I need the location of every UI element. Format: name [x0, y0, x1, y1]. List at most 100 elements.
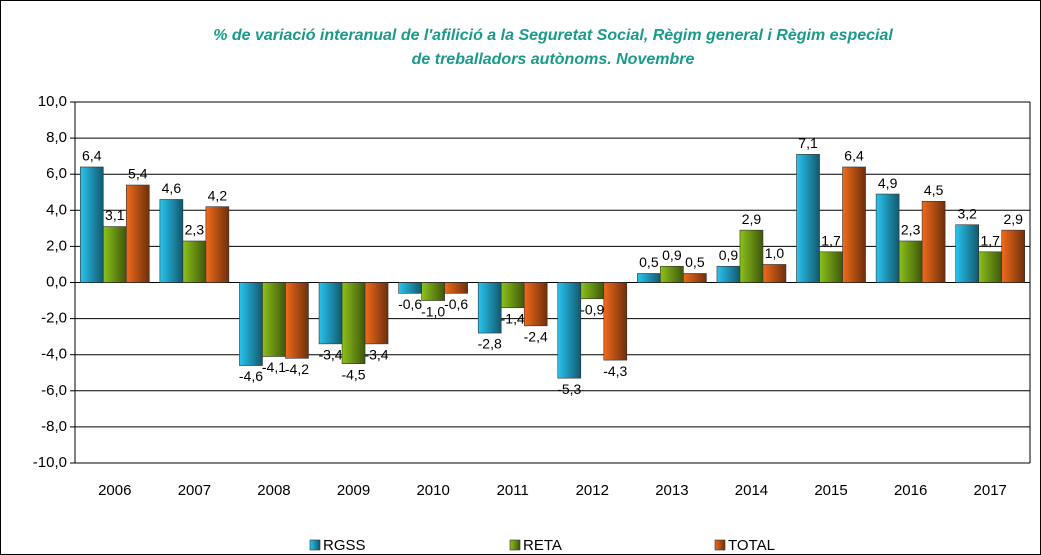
x-tick-label: 2014 — [735, 482, 768, 499]
bar — [683, 273, 707, 283]
bar — [444, 282, 468, 294]
bar — [955, 224, 980, 283]
bar — [921, 200, 946, 283]
x-tick-label: 2007 — [178, 482, 211, 499]
bar — [341, 282, 366, 365]
bar — [205, 206, 230, 283]
data-label: 1,0 — [765, 245, 785, 261]
x-tick-label: 2011 — [497, 482, 529, 499]
legend-label: TOTAL — [728, 537, 775, 554]
legend-swatch — [309, 539, 321, 551]
x-tick-label: 2008 — [257, 482, 290, 499]
y-tick-label: 6,0 — [46, 165, 67, 182]
x-tick-label: 2010 — [416, 482, 449, 499]
data-label: 1,7 — [821, 233, 841, 249]
bar — [898, 240, 923, 283]
data-label: 4,6 — [162, 180, 182, 196]
data-label: -1,4 — [501, 310, 525, 326]
chart-title: de treballadors autònoms. Novembre — [412, 51, 695, 68]
data-label: 2,9 — [742, 211, 762, 227]
bar — [125, 184, 150, 283]
bar — [637, 273, 661, 283]
data-label: -0,6 — [444, 296, 468, 312]
data-label: 4,9 — [878, 175, 898, 191]
legend-swatch — [509, 539, 521, 551]
bar — [1001, 229, 1026, 283]
data-label: 6,4 — [844, 148, 864, 164]
bar — [102, 226, 127, 283]
bar — [580, 282, 605, 300]
bar — [318, 282, 343, 345]
data-label: -4,3 — [603, 363, 627, 379]
y-tick-label: -8,0 — [41, 418, 67, 435]
bar — [819, 251, 843, 283]
data-label: 2,3 — [185, 222, 205, 238]
bar — [660, 265, 684, 283]
data-label: 6,4 — [82, 148, 102, 164]
bar — [796, 154, 820, 283]
legend-label: RGSS — [323, 537, 366, 554]
bar — [239, 282, 263, 366]
x-tick-label: 2016 — [894, 482, 927, 499]
data-label: -0,6 — [398, 296, 422, 312]
data-label: 2,3 — [901, 222, 921, 238]
y-tick-label: -2,0 — [41, 310, 67, 327]
data-label: -1,0 — [421, 303, 445, 319]
bar — [159, 199, 184, 283]
data-label: -4,5 — [341, 366, 365, 382]
y-tick-label: 8,0 — [46, 129, 67, 146]
bar — [716, 265, 741, 283]
y-tick-label: 0,0 — [46, 273, 67, 290]
x-tick-label: 2006 — [98, 482, 131, 499]
data-label: 7,1 — [798, 135, 818, 151]
bar — [500, 282, 525, 309]
bar — [477, 282, 502, 334]
bar — [364, 282, 389, 345]
chart-title: % de variació interanual de l'afilició a… — [213, 27, 893, 44]
data-label: 1,7 — [980, 233, 1000, 249]
x-tick-label: 2017 — [974, 482, 1007, 499]
data-label: -4,2 — [285, 361, 309, 377]
x-tick-label: 2013 — [655, 482, 688, 499]
bar — [285, 282, 309, 359]
bar — [603, 282, 628, 361]
y-tick-label: -4,0 — [41, 346, 67, 363]
y-tick-label: 4,0 — [46, 201, 67, 218]
y-tick-label: -6,0 — [41, 382, 67, 399]
data-label: -2,4 — [524, 329, 548, 345]
data-label: 2,9 — [1003, 211, 1023, 227]
data-label: -4,6 — [239, 368, 263, 384]
bar — [182, 240, 207, 283]
legend-label: RETA — [523, 537, 562, 554]
data-label: 3,2 — [957, 205, 977, 221]
bar — [398, 282, 422, 294]
x-tick-label: 2012 — [576, 482, 609, 499]
bar — [762, 264, 787, 283]
y-tick-label: 2,0 — [46, 237, 67, 254]
bar — [875, 193, 900, 283]
data-label: 0,9 — [719, 247, 739, 263]
data-label: -4,1 — [262, 359, 286, 375]
bar — [557, 282, 582, 379]
data-label: 0,5 — [685, 254, 705, 270]
data-label: -5,3 — [557, 381, 581, 397]
x-tick-label: 2009 — [337, 482, 370, 499]
y-tick-label: 10,0 — [38, 93, 67, 110]
bar — [739, 229, 764, 283]
data-label: -3,4 — [364, 347, 388, 363]
data-label: 4,5 — [924, 182, 944, 198]
legend-swatch — [714, 539, 726, 551]
x-tick-label: 2015 — [814, 482, 847, 499]
bar — [978, 251, 1003, 283]
data-label: 0,9 — [662, 247, 682, 263]
bar — [262, 282, 286, 357]
data-label: 3,1 — [105, 207, 125, 223]
bar — [79, 166, 104, 283]
data-label: -2,8 — [478, 336, 502, 352]
data-label: 0,5 — [639, 254, 659, 270]
data-label: -3,4 — [318, 347, 342, 363]
y-tick-label: -10,0 — [33, 454, 67, 471]
bar — [842, 166, 866, 283]
bar — [523, 282, 548, 327]
